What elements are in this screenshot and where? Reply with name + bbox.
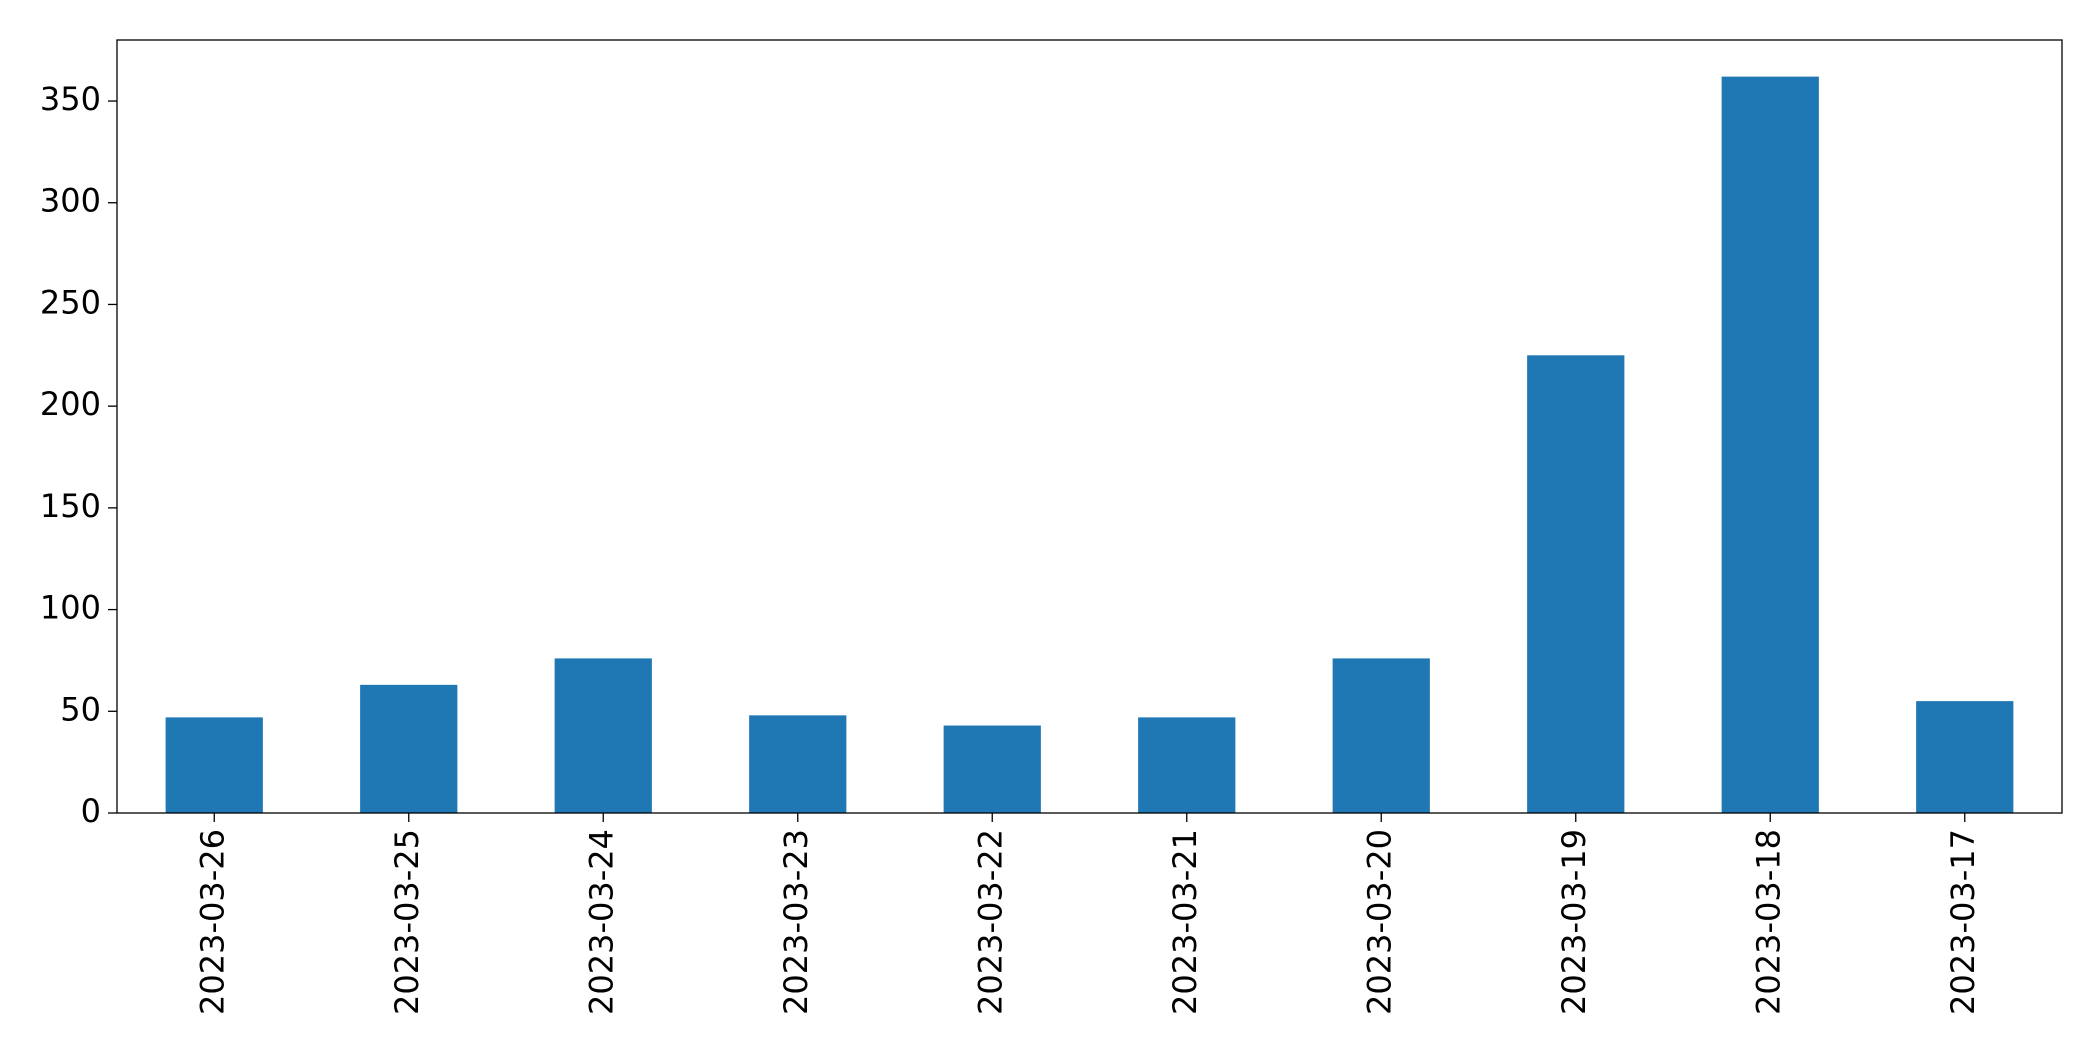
bar: [1721, 76, 1819, 814]
x-tick-label: 2023-03-17: [1944, 829, 1982, 1015]
y-tick-label: 350: [40, 80, 101, 118]
x-tick-label: 2023-03-23: [777, 829, 815, 1015]
x-tick-label: 2023-03-25: [388, 829, 426, 1015]
y-tick-label: 300: [40, 182, 101, 220]
y-tick-label: 200: [40, 385, 101, 423]
x-tick-label: 2023-03-21: [1166, 829, 1204, 1015]
x-tick-label: 2023-03-19: [1555, 829, 1593, 1015]
bar: [1332, 658, 1430, 813]
bar: [165, 717, 263, 813]
x-tick-label: 2023-03-18: [1749, 829, 1787, 1015]
bar: [554, 658, 652, 813]
axes-frame: [116, 39, 2063, 814]
x-tick-label: 2023-03-20: [1360, 829, 1398, 1015]
bar: [360, 684, 458, 813]
x-tick-label: 2023-03-24: [582, 829, 620, 1015]
y-tick-label: 0: [81, 792, 101, 830]
y-tick-label: 250: [40, 283, 101, 321]
bar: [749, 715, 847, 813]
bar: [1916, 701, 2014, 813]
y-tick-label: 50: [60, 690, 101, 728]
y-tick-label: 100: [40, 589, 101, 627]
bar: [1138, 717, 1236, 813]
x-tick-label: 2023-03-22: [971, 829, 1009, 1015]
x-tick-label: 2023-03-26: [193, 829, 231, 1015]
bar: [943, 725, 1041, 813]
y-tick-label: 150: [40, 487, 101, 525]
bar: [1527, 355, 1625, 813]
